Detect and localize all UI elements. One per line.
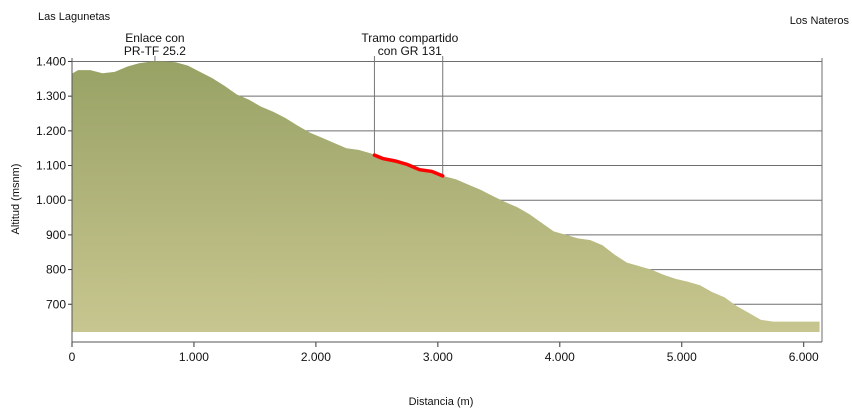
start-endpoint-label: Las Lagunetas xyxy=(38,11,111,23)
y-tick-label: 1.400 xyxy=(36,54,66,68)
y-tick-label: 700 xyxy=(46,297,66,311)
y-tick-label: 1.000 xyxy=(36,193,66,207)
annotation-markers xyxy=(154,56,444,176)
x-tick-label: 5.000 xyxy=(667,350,697,364)
annotation-label-line: Tramo compartido xyxy=(361,31,458,45)
axes xyxy=(68,58,823,347)
end-endpoint-label: Los Nateros xyxy=(790,15,850,27)
x-tick-label: 6.000 xyxy=(789,350,819,364)
tick-labels: 700 800 900 1.000 1.100 1.200 1.300 1.400 0 1.000… xyxy=(36,54,819,364)
y-axis-label: Altitud (msnm) xyxy=(10,164,22,235)
y-tick-label: 1.100 xyxy=(36,159,66,173)
elevation-area xyxy=(72,61,820,332)
x-tick-label: 1.000 xyxy=(179,350,209,364)
y-tick-label: 800 xyxy=(46,263,66,277)
annotation-label-line: con GR 131 xyxy=(378,44,442,58)
shared-section-highlight xyxy=(372,153,445,178)
x-tick-label: 2.000 xyxy=(301,350,331,364)
chart-text: Las Lagunetas Los Nateros Distancia (m) … xyxy=(10,11,849,408)
x-axis-label: Distancia (m) xyxy=(409,396,474,408)
x-tick-label: 4.000 xyxy=(545,350,575,364)
x-tick-label: 3.000 xyxy=(423,350,453,364)
x-tick-label: 0 xyxy=(69,350,76,364)
y-tick-label: 1.300 xyxy=(36,89,66,103)
y-tick-label: 900 xyxy=(46,228,66,242)
annotation-label-line: PR-TF 25.2 xyxy=(124,44,186,58)
annotation-label-line: Enlace con xyxy=(125,31,184,45)
y-tick-label: 1.200 xyxy=(36,124,66,138)
